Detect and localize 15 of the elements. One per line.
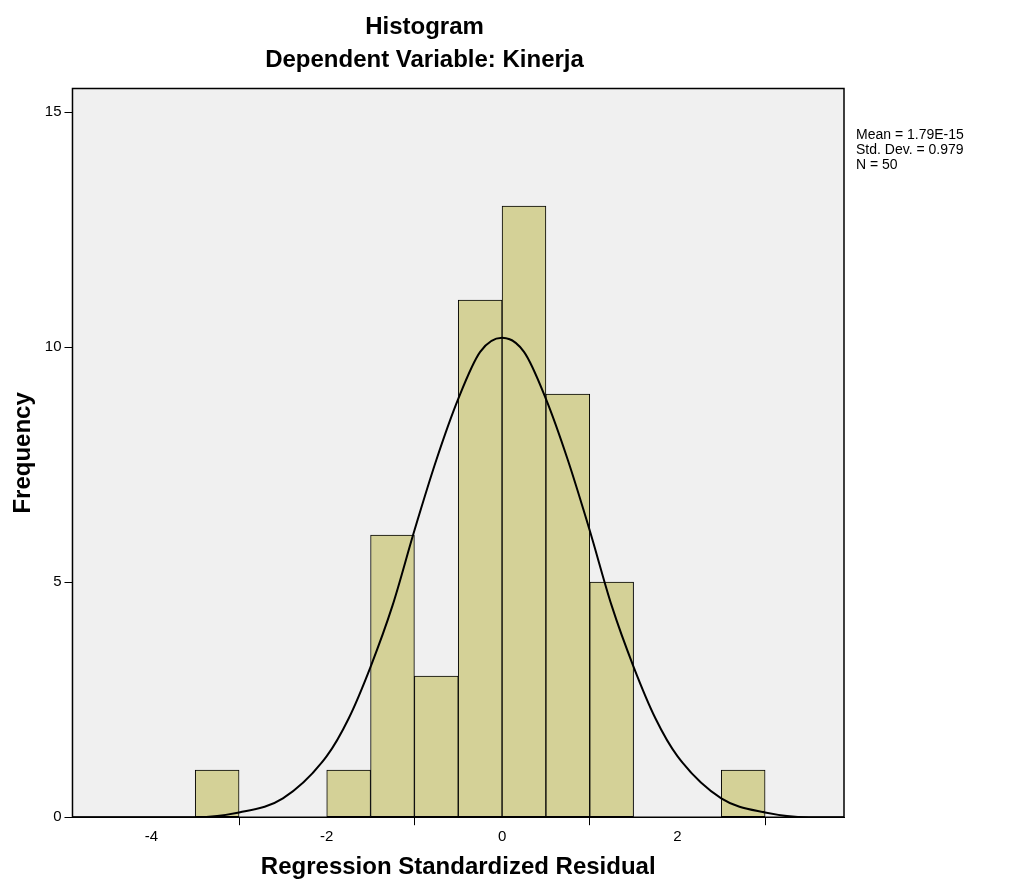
chart-title: Histogram [365, 12, 484, 40]
y-tick-label: 15 [44, 102, 62, 120]
x-tick-label: -2 [320, 827, 334, 845]
x-tick-label: 0 [497, 827, 507, 845]
text: Std. Dev. = 0.979 [856, 141, 964, 158]
x-axis-title: Regression Standardized Residual [260, 852, 656, 880]
text: N = 50 [856, 156, 898, 173]
text: Mean = 1.79E-15 [856, 126, 965, 143]
x-tick-label: 2 [673, 827, 682, 845]
x-tick-label: -4 [144, 827, 159, 845]
y-tick-label: 5 [53, 572, 62, 590]
chart-subtitle: Dependent Variable: Kinerja [265, 44, 585, 72]
y-tick-label: 0 [53, 807, 62, 825]
y-tick-label: 10 [44, 337, 62, 355]
y-axis-title: Frequency [8, 391, 36, 514]
